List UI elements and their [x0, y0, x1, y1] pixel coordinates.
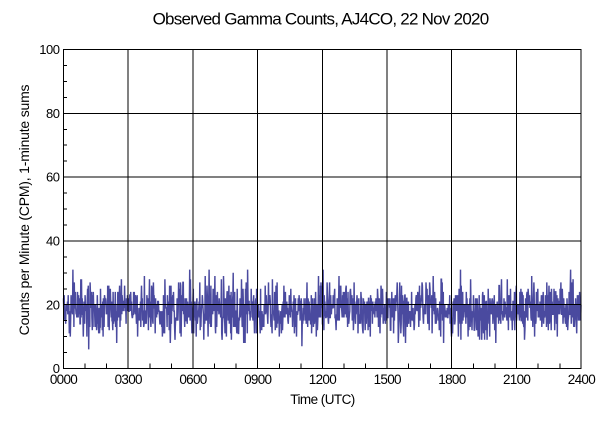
svg-text:1500: 1500 [374, 372, 401, 387]
svg-text:Counts per Minute (CPM), 1-min: Counts per Minute (CPM), 1-minute sums [16, 84, 32, 335]
svg-text:60: 60 [46, 170, 60, 185]
svg-text:0300: 0300 [115, 372, 142, 387]
svg-text:1800: 1800 [438, 372, 465, 387]
svg-text:2400: 2400 [568, 372, 595, 387]
svg-text:1200: 1200 [309, 372, 336, 387]
svg-text:Time (UTC): Time (UTC) [290, 392, 355, 407]
svg-text:40: 40 [46, 234, 60, 249]
svg-text:0000: 0000 [50, 372, 77, 387]
svg-text:80: 80 [46, 106, 60, 121]
svg-text:20: 20 [46, 297, 60, 312]
svg-text:100: 100 [39, 42, 59, 57]
svg-text:2100: 2100 [503, 372, 530, 387]
svg-text:0900: 0900 [244, 372, 271, 387]
svg-text:0600: 0600 [179, 372, 206, 387]
svg-text:0: 0 [53, 361, 60, 376]
svg-text:Observed Gamma Counts, AJ4CO,: Observed Gamma Counts, AJ4CO, 22 Nov 202… [153, 9, 489, 28]
